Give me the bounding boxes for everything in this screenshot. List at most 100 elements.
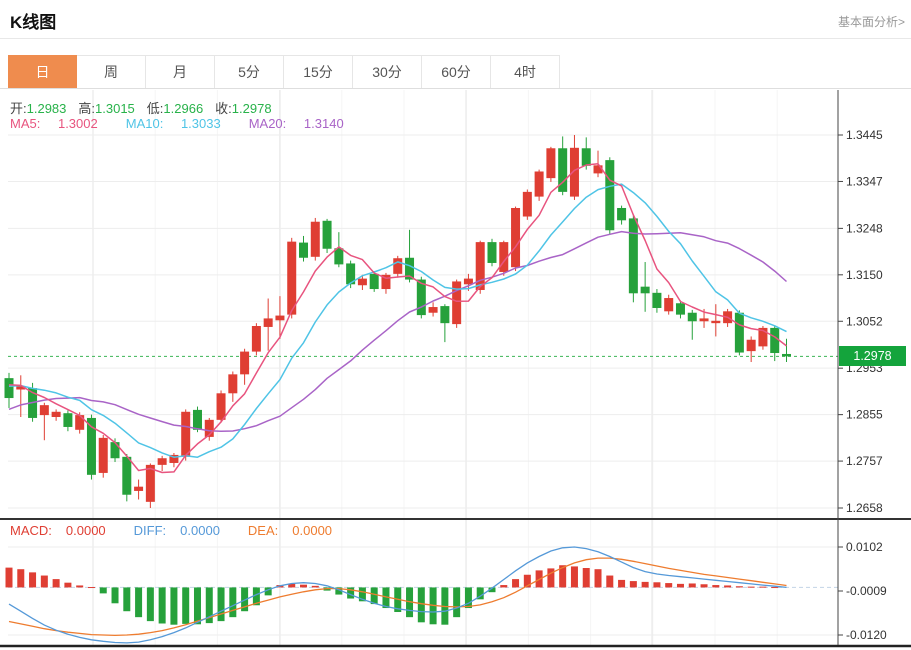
macd-bar — [771, 587, 779, 589]
candle — [39, 402, 49, 441]
candle — [134, 479, 144, 500]
candle — [652, 289, 662, 313]
macd-bar — [500, 585, 508, 588]
macd-bar — [193, 587, 201, 625]
candle — [440, 304, 450, 343]
macd-bar — [300, 584, 308, 588]
tab-30min[interactable]: 30分 — [353, 55, 422, 88]
macd-bar — [594, 569, 602, 588]
high-label: 高: — [78, 101, 96, 116]
candle — [122, 453, 132, 502]
macd-bar — [453, 587, 461, 618]
fundamental-analysis-link[interactable]: 基本面分析> — [837, 15, 905, 29]
diff-value: DIFF: 0.0000 — [133, 523, 220, 538]
macd-bar — [87, 587, 95, 589]
macd-bar — [547, 568, 555, 588]
ma10-line — [8, 183, 787, 458]
price-axis-label: 1.3347 — [846, 174, 883, 188]
ma-bar: MA5: 1.3002 MA10: 1.3033 MA20: 1.3140 — [10, 116, 372, 131]
ma20-value: MA20: 1.3140 — [248, 116, 344, 131]
candle — [181, 409, 191, 461]
candle — [16, 375, 26, 418]
candle — [299, 235, 309, 262]
macd-bar — [724, 585, 732, 588]
macd-bar — [64, 582, 72, 588]
macd-bar — [288, 583, 296, 588]
tab-weekly[interactable]: 周 — [77, 55, 146, 88]
macd-bar — [76, 585, 84, 588]
tab-5min[interactable]: 5分 — [215, 55, 284, 88]
macd-bar — [40, 575, 48, 588]
price-axis-label: 1.3248 — [846, 221, 883, 235]
candle — [86, 414, 96, 480]
macd-bar — [158, 587, 166, 624]
low-label: 低: — [146, 101, 164, 116]
close-value: 1.2978 — [231, 101, 272, 116]
macd-bar — [370, 587, 378, 605]
macd-bar — [512, 579, 520, 588]
tab-4hour[interactable]: 4时 — [491, 55, 560, 88]
candle — [746, 336, 756, 363]
candle — [734, 310, 744, 356]
macd-bar — [700, 584, 708, 588]
price-axis-label: 1.2757 — [846, 454, 883, 468]
candle — [711, 304, 721, 337]
macd-bar — [111, 587, 119, 604]
macd-bar — [358, 587, 366, 602]
candles-layer — [4, 135, 791, 508]
candle — [334, 232, 344, 268]
tab-daily[interactable]: 日 — [8, 55, 77, 88]
candle — [605, 157, 615, 235]
macd-bar — [5, 567, 13, 588]
macd-bar — [747, 586, 755, 588]
interval-tabs: 日 周 月 5分 15分 30分 60分 4时 — [0, 55, 911, 89]
macd-bar — [665, 583, 673, 588]
candle — [310, 217, 320, 261]
candle — [581, 137, 591, 170]
candle — [169, 453, 179, 468]
macd-bar — [688, 583, 696, 588]
macd-axis-label: -0.0120 — [846, 628, 887, 642]
candle — [51, 409, 61, 421]
macd-bar — [205, 587, 213, 624]
open-value: 1.2983 — [26, 101, 67, 116]
candle — [640, 262, 650, 312]
macd-value: MACD: 0.0000 — [10, 523, 106, 538]
macd-bar — [523, 574, 531, 588]
candle — [546, 146, 556, 182]
high-value: 1.3015 — [95, 101, 135, 116]
candlestick-chart[interactable]: 1.34451.33471.32481.31501.30521.29531.28… — [0, 89, 911, 650]
tab-15min[interactable]: 15分 — [284, 55, 353, 88]
tab-60min[interactable]: 60分 — [422, 55, 491, 88]
macd-bar — [29, 572, 37, 588]
macd-bar — [347, 587, 355, 599]
macd-bar — [135, 587, 143, 618]
macd-bar — [17, 569, 25, 588]
candle — [287, 237, 297, 319]
page-title: K线图 — [10, 13, 57, 32]
candle — [452, 279, 462, 328]
dea-value: DEA: 0.0000 — [247, 523, 333, 538]
dea-line — [8, 557, 787, 637]
macd-bar — [146, 587, 154, 622]
candle — [346, 260, 356, 289]
current-price-badge: 1.2978 — [839, 346, 906, 366]
price-axis-label: 1.3445 — [846, 128, 883, 142]
macd-bar — [618, 579, 626, 588]
candle — [145, 463, 155, 508]
candle — [664, 294, 674, 315]
candle — [322, 218, 332, 254]
macd-bar — [417, 587, 425, 623]
candle — [216, 390, 226, 423]
candle — [617, 205, 627, 225]
macd-bar — [335, 587, 343, 595]
tab-monthly[interactable]: 月 — [146, 55, 215, 88]
macd-bar — [488, 587, 496, 593]
candle — [228, 371, 238, 402]
candle — [4, 372, 14, 408]
macd-bar: MACD: 0.0000 DIFF: 0.0000 DEA: 0.0000 — [10, 523, 360, 538]
low-value: 1.2966 — [163, 101, 204, 116]
candle — [357, 274, 367, 290]
candle — [204, 417, 214, 441]
